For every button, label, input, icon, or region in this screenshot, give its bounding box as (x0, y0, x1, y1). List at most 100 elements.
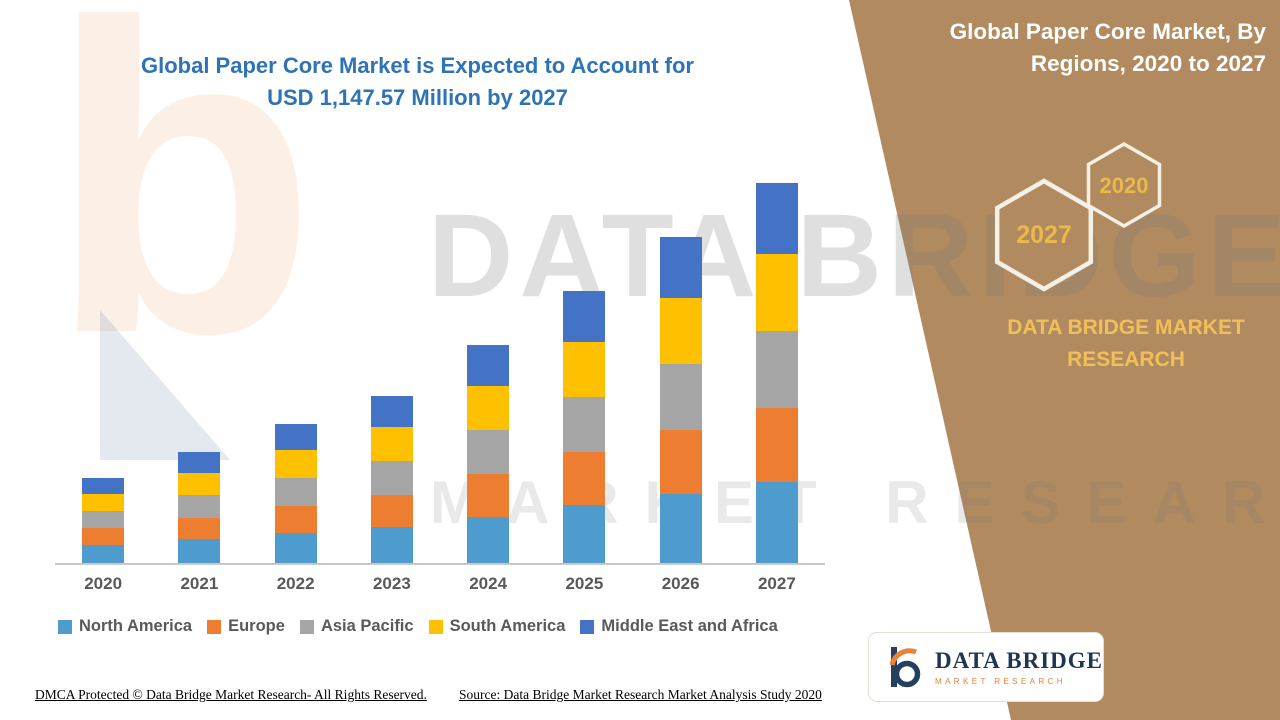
stacked-bar-2023 (370, 396, 413, 563)
bar-segment-north-america (82, 544, 125, 563)
x-axis-label-2025: 2025 (565, 574, 604, 593)
bar-segment-asia-pacific (82, 511, 125, 529)
legend-swatch-south-america (428, 619, 443, 634)
bar-segment-middle-east-and-africa (659, 236, 702, 299)
chart-title: Global Paper Core Market is Expected to … (141, 53, 694, 110)
x-axis-label-2022: 2022 (276, 574, 315, 593)
stacked-bar-2027 (755, 183, 798, 563)
bar-segment-south-america (274, 449, 317, 478)
bar-segment-europe (467, 474, 510, 517)
data-bridge-logo-box: DATA BRIDGE MARKET RESEARCH (868, 632, 1104, 702)
x-axis-label-2021: 2021 (180, 574, 219, 593)
bar-segment-north-america (467, 516, 510, 563)
stacked-bar-chart: 2020 2021 2022 2023 2024 2025 2026 2027 (55, 155, 825, 594)
bar-segment-europe (370, 494, 413, 528)
legend-swatch-asia-pacific (299, 619, 314, 634)
legend-swatch-middle-east-and-africa (580, 619, 595, 634)
bar-segment-asia-pacific (755, 330, 798, 408)
stacked-bar-2022 (274, 424, 317, 563)
x-axis-label-2026: 2026 (661, 574, 700, 593)
watermark-logo-b: b (48, 0, 317, 425)
bar-segment-north-america (659, 493, 702, 563)
bar-segment-europe (659, 429, 702, 494)
hexagon-2020 (1086, 141, 1162, 229)
bar-segment-south-america (659, 298, 702, 365)
bar-segment-middle-east-and-africa (755, 183, 798, 255)
legend-item-europe: Europe (207, 617, 285, 636)
plot-area (55, 155, 825, 565)
bar-segment-north-america (370, 527, 413, 563)
panel-brand-text: DATA BRIDGE MARKET RESEARCH (1007, 316, 1245, 371)
legend-item-north-america: North America (58, 617, 192, 636)
legend-item-south-america: South America (428, 617, 566, 636)
legend-label-middle-east-and-africa: Middle East and Africa (601, 617, 778, 635)
stacked-bar-2025 (563, 291, 606, 563)
bar-segment-europe (274, 506, 317, 534)
legend-swatch-north-america (58, 619, 72, 634)
bar-segment-asia-pacific (274, 477, 317, 507)
x-axis-labels: 2020 2021 2022 2023 2024 2025 2026 2027 (55, 574, 825, 594)
bar-segment-europe (563, 452, 606, 506)
legend-item-middle-east-and-africa: Middle East and Africa (580, 617, 778, 636)
bar-slot-2023 (344, 396, 440, 563)
bar-segment-north-america (274, 533, 317, 563)
stacked-bar-2020 (82, 477, 125, 563)
hexagon-2027 (994, 178, 1094, 292)
bar-segment-middle-east-and-africa (467, 345, 510, 387)
bar-slot-2025 (536, 291, 632, 563)
stacked-bar-2024 (467, 345, 510, 563)
bar-slot-2022 (248, 424, 344, 563)
x-axis-label-2024: 2024 (469, 574, 508, 593)
bar-segment-south-america (755, 254, 798, 331)
bar-segment-middle-east-and-africa (370, 396, 413, 428)
bar-segment-europe (178, 517, 221, 540)
x-axis-label-2027: 2027 (757, 574, 796, 593)
bar-segment-north-america (563, 505, 606, 563)
panel-title: Global Paper Core Market, By Regions, 20… (949, 19, 1266, 76)
legend-swatch-europe (207, 619, 222, 634)
bar-segment-asia-pacific (370, 460, 413, 495)
bar-segment-europe (755, 407, 798, 482)
bar-segment-middle-east-and-africa (178, 452, 221, 473)
data-bridge-logo-icon (889, 647, 921, 688)
legend-label-south-america: South America (449, 617, 566, 635)
bar-segment-south-america (82, 493, 125, 512)
bar-slot-2024 (440, 345, 536, 563)
bar-slot-2020 (55, 477, 151, 563)
bar-segment-north-america (755, 481, 798, 563)
source-note: Source: Data Bridge Market Research Mark… (459, 687, 822, 702)
hexagon-badges: 2020 2027 (994, 141, 1162, 292)
legend-label-asia-pacific: Asia Pacific (320, 617, 414, 635)
x-axis-label-2020: 2020 (84, 574, 123, 593)
bar-segment-europe (82, 528, 125, 545)
legend: North America Europe Asia Pacific South Ame… (58, 617, 793, 636)
legend-item-asia-pacific: Asia Pacific (299, 617, 414, 636)
bar-segment-middle-east-and-africa (274, 424, 317, 450)
logo-tagline: MARKET RESEARCH (935, 677, 1066, 686)
x-axis-label-2023: 2023 (372, 574, 411, 593)
logo-wordmark: DATA BRIDGE (935, 648, 1103, 673)
bar-segment-asia-pacific (659, 364, 702, 430)
bar-segment-south-america (563, 342, 606, 398)
bar-slot-2026 (633, 236, 729, 563)
legend-label-europe: Europe (228, 617, 285, 635)
hexagon-2020-label: 2020 (1100, 173, 1149, 198)
logo-text: DATA BRIDGE MARKET RESEARCH (935, 648, 1103, 686)
bar-segment-asia-pacific (563, 397, 606, 453)
bar-segment-north-america (178, 539, 221, 563)
bar-segment-south-america (467, 386, 510, 431)
bar-slot-2021 (151, 452, 247, 563)
stacked-bar-2021 (178, 452, 221, 563)
hexagon-2027-label: 2027 (1016, 221, 1072, 249)
bar-segment-asia-pacific (178, 495, 221, 518)
dmca-notice: DMCA Protected © Data Bridge Market Rese… (35, 687, 427, 702)
legend-label-north-america: North America (79, 617, 193, 635)
stacked-bar-2026 (659, 236, 702, 563)
bar-slot-2027 (729, 183, 825, 563)
bar-segment-middle-east-and-africa (563, 291, 606, 343)
bar-segment-south-america (178, 472, 221, 496)
bar-segment-middle-east-and-africa (82, 477, 125, 494)
bar-segment-south-america (370, 427, 413, 461)
bar-segment-asia-pacific (467, 430, 510, 475)
